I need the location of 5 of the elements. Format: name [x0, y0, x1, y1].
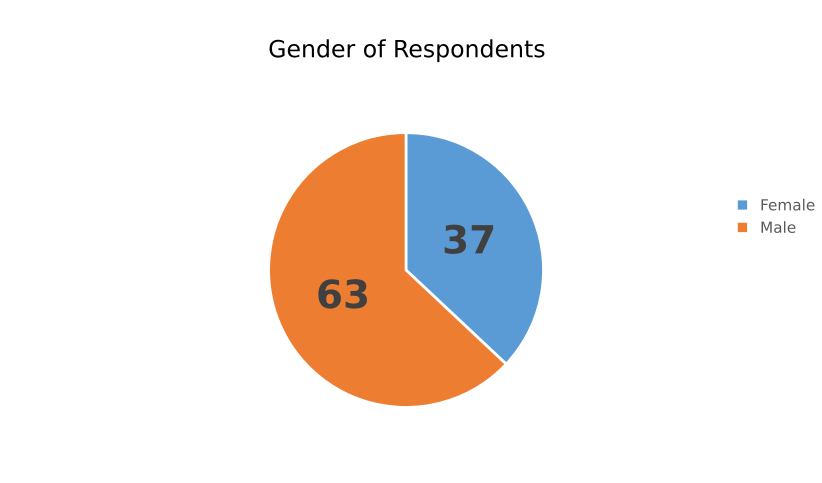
data-label: 63: [318, 279, 367, 309]
data-label: 37: [444, 224, 494, 254]
legend-label: Female: [762, 198, 814, 211]
chart-title: Gender of Respondents: [270, 39, 544, 62]
legend-label: Male: [762, 221, 796, 233]
